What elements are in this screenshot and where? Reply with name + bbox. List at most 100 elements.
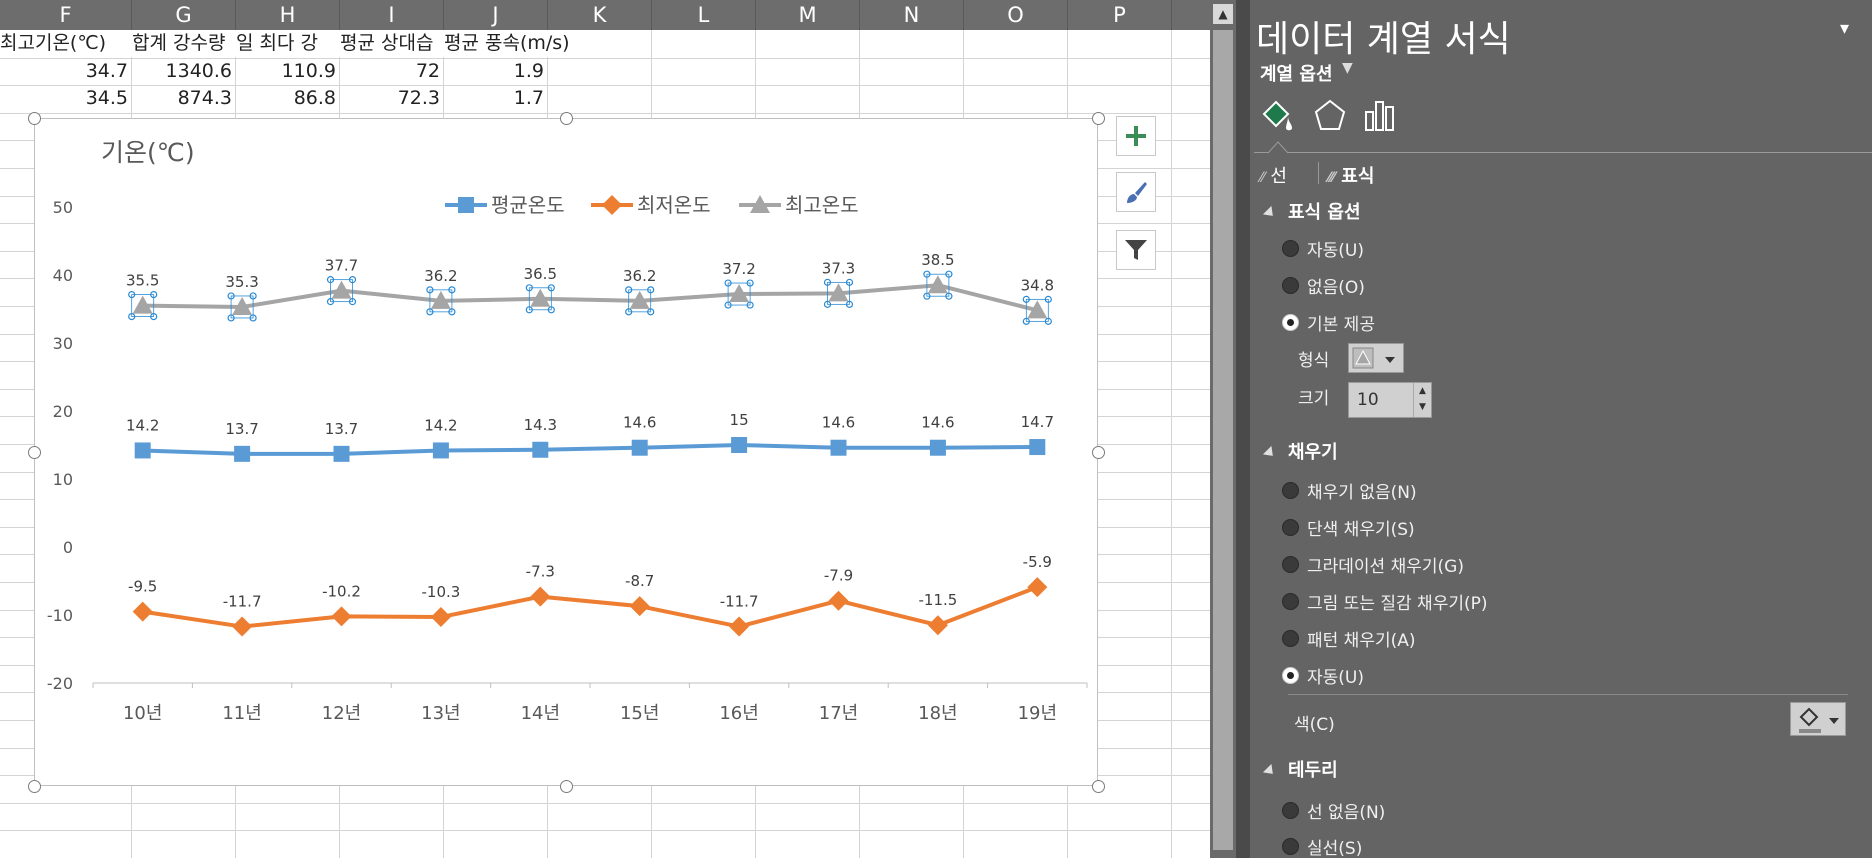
chart-styles-button[interactable]	[1116, 172, 1156, 212]
data-point	[629, 290, 650, 309]
data-cell[interactable]: 72	[415, 59, 440, 82]
series-options-dropdown[interactable]: 계열 옵션	[1260, 64, 1333, 85]
marker-options-section[interactable]: 표식 옵션	[1262, 198, 1361, 224]
fill-auto-option[interactable]: 자동(U)	[1282, 663, 1364, 688]
data-cell[interactable]: 86.8	[293, 87, 336, 110]
header-cell[interactable]: 최고기온(℃)	[0, 30, 132, 57]
column-header-p[interactable]: P	[1068, 0, 1172, 30]
radio-button[interactable]	[1282, 630, 1299, 647]
column-header-i[interactable]: I	[340, 0, 444, 30]
data-cell[interactable]: 110.9	[281, 59, 336, 82]
data-point	[729, 616, 750, 637]
subtab-marker[interactable]: ⁄⁄⁄ 표식	[1328, 166, 1375, 187]
point-selection-box	[1025, 298, 1049, 322]
radio-button[interactable]	[1282, 838, 1299, 855]
column-header-n[interactable]: N	[860, 0, 964, 30]
pane-options-chevron-icon[interactable]: ▾	[1840, 18, 1850, 39]
data-cell[interactable]: 34.5	[85, 87, 128, 110]
data-point	[132, 295, 153, 314]
data-cell[interactable]: 1.9	[513, 59, 544, 82]
data-label: 37.3	[822, 259, 855, 277]
column-header-k[interactable]: K	[548, 0, 652, 30]
header-cell[interactable]: 평균 상대습	[340, 30, 444, 57]
subtab-separator	[1318, 162, 1319, 184]
fill-gradient-option[interactable]: 그라데이션 채우기(G)	[1282, 552, 1464, 577]
effects-icon[interactable]	[1310, 96, 1350, 136]
column-header-j[interactable]: J	[444, 0, 548, 30]
marker-type-label: 형식	[1298, 351, 1330, 371]
radio-button[interactable]	[1282, 802, 1299, 819]
resize-handle-br[interactable]	[1092, 780, 1105, 793]
series-line-2	[142, 585, 1039, 629]
column-header-l[interactable]: L	[652, 0, 756, 30]
fill-color-label: 색(C)	[1294, 715, 1335, 735]
marker-builtin-option[interactable]: 기본 제공	[1282, 310, 1375, 335]
data-cell[interactable]: 34.7	[85, 59, 128, 82]
vertical-scrollbar[interactable]: ▲	[1210, 0, 1236, 858]
header-cell[interactable]: 합계 강수량	[132, 30, 236, 57]
scroll-up-icon[interactable]: ▲	[1213, 4, 1233, 24]
resize-handle-tc[interactable]	[560, 112, 573, 125]
marker-size-stepper[interactable]: 10 ▲ ▼	[1348, 382, 1432, 418]
border-none-option[interactable]: 선 없음(N)	[1282, 798, 1385, 823]
data-point	[830, 439, 847, 456]
data-label: 14.6	[921, 414, 954, 432]
resize-handle-tr[interactable]	[1092, 112, 1105, 125]
data-cell[interactable]: 874.3	[177, 87, 232, 110]
pane-title: 데이터 계열 서식	[1256, 19, 1511, 60]
resize-handle-tl[interactable]	[28, 112, 41, 125]
resize-handle-bl[interactable]	[28, 780, 41, 793]
radio-button[interactable]	[1282, 556, 1299, 573]
radio-button-selected[interactable]	[1282, 667, 1299, 684]
column-header-o[interactable]: O	[964, 0, 1068, 30]
radio-button[interactable]	[1282, 482, 1299, 499]
fill-line-icon[interactable]	[1258, 96, 1298, 136]
y-tick-label: 50	[53, 198, 73, 217]
column-header-m[interactable]: M	[756, 0, 860, 30]
chart-filters-button[interactable]	[1116, 230, 1156, 270]
marker-none-option[interactable]: 없음(O)	[1282, 273, 1365, 298]
subtab-line[interactable]: ⁄⁄ 선	[1260, 166, 1287, 187]
scrollbar-thumb[interactable]	[1213, 30, 1233, 850]
radio-button[interactable]	[1282, 593, 1299, 610]
y-tick-label: 20	[53, 402, 73, 421]
paint-bucket-icon	[1799, 707, 1839, 733]
resize-handle-bc[interactable]	[560, 780, 573, 793]
resize-handle-ml[interactable]	[28, 446, 41, 459]
radio-button[interactable]	[1282, 519, 1299, 536]
column-header-h[interactable]: H	[236, 0, 340, 30]
series-options-icon[interactable]	[1360, 96, 1400, 136]
fill-none-option[interactable]: 채우기 없음(N)	[1282, 478, 1417, 503]
data-cell[interactable]: 72.3	[397, 87, 440, 110]
fill-color-button[interactable]	[1790, 702, 1846, 736]
border-section[interactable]: 테두리	[1262, 756, 1338, 782]
fill-pattern-option[interactable]: 패턴 채우기(A)	[1282, 626, 1416, 651]
data-point	[331, 606, 352, 627]
marker-type-dropdown[interactable]	[1348, 343, 1404, 373]
data-point	[232, 616, 253, 637]
chart-elements-button[interactable]	[1116, 116, 1156, 156]
border-solid-option[interactable]: 실선(S)	[1282, 834, 1362, 858]
radio-button-selected[interactable]	[1282, 314, 1299, 331]
column-header-f[interactable]: F	[0, 0, 132, 30]
data-point	[530, 586, 551, 607]
header-cell[interactable]: 일 최다 강	[236, 30, 340, 57]
marker-auto-option[interactable]: 자동(U)	[1282, 236, 1364, 261]
chevron-down-icon[interactable]: ▼	[1342, 60, 1353, 76]
spin-arrows-icon[interactable]: ▲ ▼	[1413, 383, 1431, 417]
header-cell[interactable]: 평균 풍속(m/s)	[444, 30, 644, 57]
column-header-g[interactable]: G	[132, 0, 236, 30]
radio-button[interactable]	[1282, 277, 1299, 294]
fill-section[interactable]: 채우기	[1262, 438, 1338, 464]
data-label: -7.9	[824, 567, 853, 585]
marker-size-value[interactable]: 10	[1357, 390, 1379, 410]
fill-picture-option[interactable]: 그림 또는 질감 채우기(P)	[1282, 589, 1488, 614]
radio-button[interactable]	[1282, 240, 1299, 257]
tab-divider	[1254, 152, 1872, 153]
line-chart[interactable]: 기온(℃) -20 -10 0 10 20 30 40 50 10년 11년 12년 13년 14년 15년…	[35, 119, 1099, 787]
fill-solid-option[interactable]: 단색 채우기(S)	[1282, 515, 1415, 540]
resize-handle-mr[interactable]	[1092, 446, 1105, 459]
data-cell[interactable]: 1340.6	[165, 59, 232, 82]
data-cell[interactable]: 1.7	[513, 87, 544, 110]
chart-area[interactable]: 기온(℃) -20 -10 0 10 20 30 40 50 10년 11년 12년 13년 14년 15년…	[34, 118, 1098, 786]
